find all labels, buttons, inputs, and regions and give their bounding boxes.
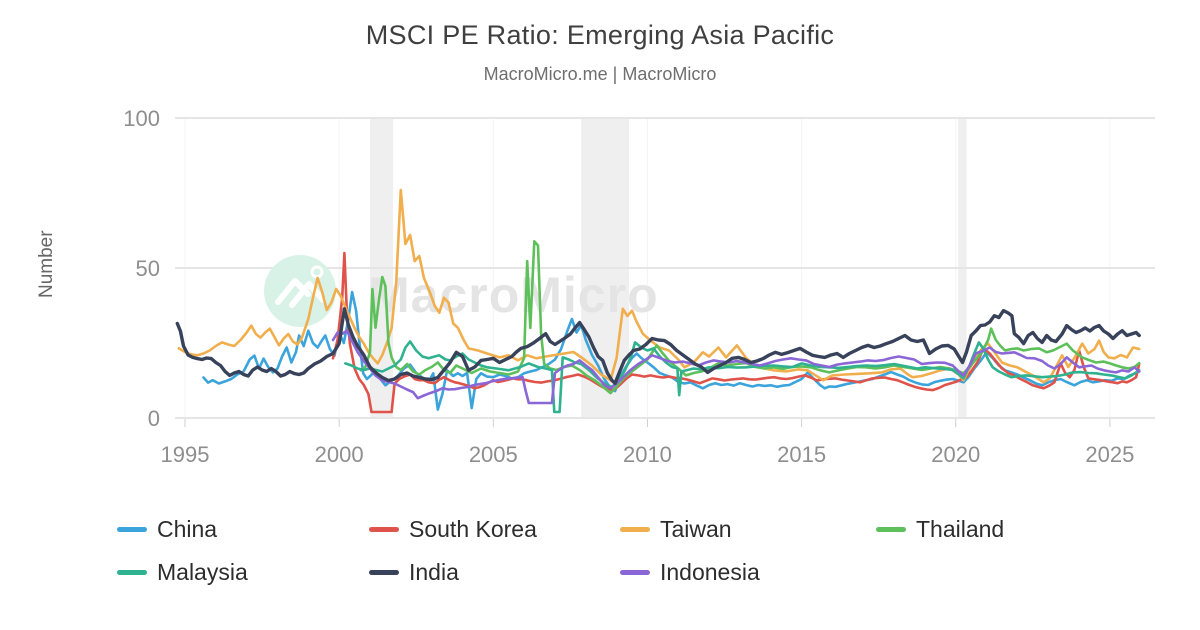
legend-item-thailand[interactable]: Thailand: [876, 516, 1004, 542]
india-series-swatch: [369, 569, 399, 575]
y-tick-label: 0: [148, 406, 160, 431]
y-axis-title: Number: [36, 230, 57, 298]
chart-subtitle: MacroMicro.me | MacroMicro: [483, 64, 717, 84]
legend-item-malaysia[interactable]: Malaysia: [117, 559, 248, 585]
x-tick-label: 2000: [315, 442, 364, 467]
x-tick-label: 2025: [1085, 442, 1134, 467]
legend-label: South Korea: [409, 515, 537, 542]
series-line-indonesia: [331, 329, 1141, 405]
south-korea-series-swatch: [369, 526, 399, 532]
x-tick-label: 2010: [623, 442, 672, 467]
y-tick-label: 100: [123, 106, 160, 131]
legend-label: Indonesia: [660, 558, 760, 585]
indonesia-series-swatch: [620, 569, 650, 575]
legend-item-indonesia[interactable]: Indonesia: [620, 559, 760, 585]
page-title: MSCI PE Ratio: Emerging Asia Pacific: [365, 20, 835, 50]
x-tick-label: 2005: [469, 442, 518, 467]
legend-item-india[interactable]: India: [369, 559, 459, 585]
thailand-series-swatch: [876, 526, 906, 532]
y-tick-label: 50: [136, 256, 160, 281]
legend-label: China: [157, 515, 218, 542]
legend-item-taiwan[interactable]: Taiwan: [620, 516, 732, 542]
taiwan-series-swatch: [620, 526, 650, 532]
china-series-swatch: [117, 526, 147, 532]
x-tick-label: 2020: [931, 442, 980, 467]
malaysia-series-swatch: [117, 569, 147, 575]
legend-item-south-korea[interactable]: South Korea: [369, 516, 537, 542]
watermark-text: MacroMicro: [368, 267, 659, 323]
legend-label: India: [409, 558, 459, 585]
watermark-mountain-icon: [289, 281, 326, 308]
legend-label: Taiwan: [660, 515, 732, 542]
legend-item-china[interactable]: China: [117, 516, 217, 542]
series-line-india: [175, 307, 1141, 385]
x-tick-label: 2015: [777, 442, 826, 467]
legend-label: Malaysia: [157, 558, 248, 585]
x-tick-label: 1995: [161, 442, 210, 467]
legend-label: Thailand: [916, 515, 1005, 542]
